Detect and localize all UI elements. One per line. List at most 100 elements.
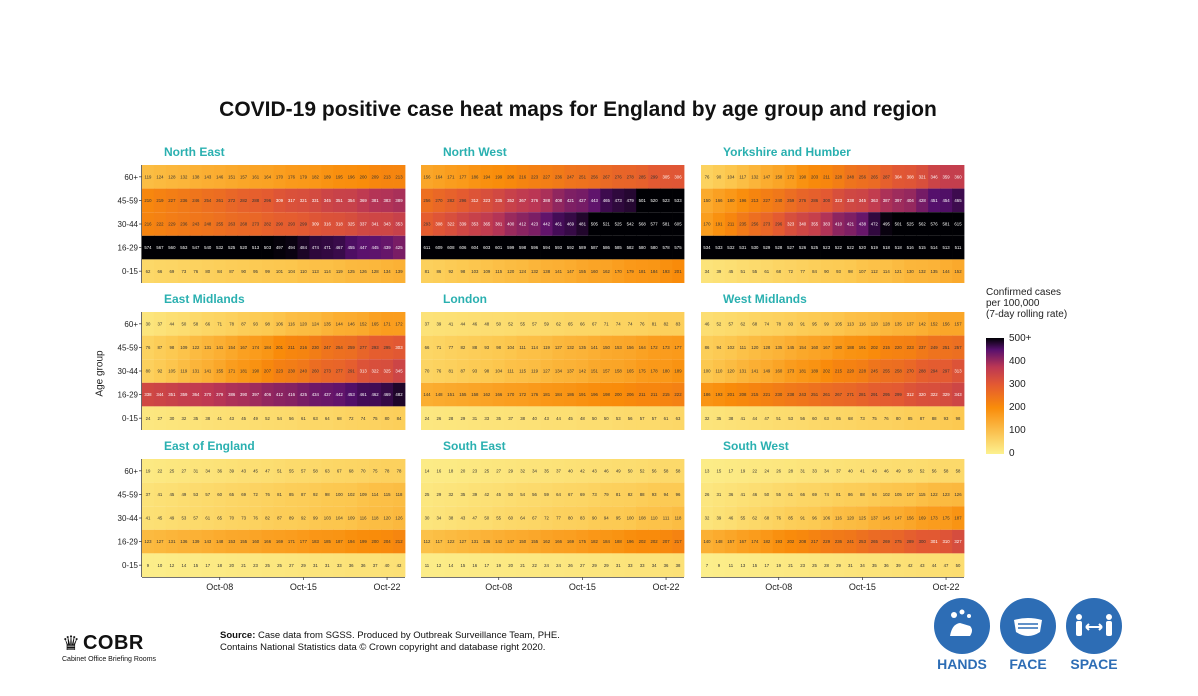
cell-value: 45 <box>496 492 501 497</box>
cell-value: 202 <box>871 345 879 350</box>
heatmap-cell <box>432 529 446 554</box>
cell-value: 42 <box>908 563 913 568</box>
cell-value: 50 <box>628 468 633 473</box>
heatmap-cell <box>165 312 179 336</box>
cell-value: 173 <box>931 516 939 521</box>
heatmap-cell <box>468 506 482 530</box>
heatmap-cell <box>636 406 649 430</box>
heatmap-cell <box>844 553 857 577</box>
cell-value: 104 <box>288 269 296 274</box>
cell-value: 158 <box>471 392 479 397</box>
cell-value: 322 <box>931 392 939 397</box>
cell-value: 68 <box>848 416 853 421</box>
heatmap-cell <box>249 188 262 213</box>
cell-value: 345 <box>395 369 403 374</box>
cell-value: 31 <box>717 492 722 497</box>
x-tick-label: Oct-15 <box>849 582 876 592</box>
heatmap-cell <box>904 259 917 283</box>
cell-value: 258 <box>895 369 903 374</box>
heatmap-cell <box>564 382 577 407</box>
heatmap-cell <box>285 406 298 430</box>
panel-title: North East <box>164 145 225 159</box>
heatmap-cell <box>177 553 191 577</box>
cell-value: 19 <box>496 563 501 568</box>
cell-value: 320 <box>919 392 927 397</box>
heatmap-cell <box>760 359 774 383</box>
heatmap-cell <box>309 382 322 407</box>
cell-value: 72 <box>349 416 354 421</box>
cell-value: 76 <box>253 516 258 521</box>
cell-value: 25 <box>169 468 174 473</box>
heatmap-cell <box>928 165 941 189</box>
cell-value: 11 <box>425 563 430 568</box>
cell-value: 22 <box>158 468 163 473</box>
heatmap-cell <box>201 482 215 507</box>
cell-value: 91 <box>800 516 805 521</box>
cell-value: 288 <box>919 369 927 374</box>
heatmap-cell <box>796 529 809 554</box>
cell-value: 17 <box>728 468 733 473</box>
cell-value: 202 <box>651 539 659 544</box>
cell-value: 87 <box>241 321 246 326</box>
cell-value: 194 <box>348 539 356 544</box>
heatmap-cell <box>588 312 601 336</box>
heatmap-cell <box>480 529 494 554</box>
heatmap-cell <box>660 529 673 554</box>
heatmap-cell <box>540 212 553 236</box>
heatmap-cell <box>564 459 577 483</box>
heatmap-cell <box>285 212 298 236</box>
heatmap-cell <box>772 359 786 383</box>
cell-value: 82 <box>664 321 669 326</box>
cell-value: 120 <box>300 321 308 326</box>
heatmap-cell <box>516 312 529 336</box>
cell-value: 245 <box>871 369 879 374</box>
heatmap-cell <box>636 335 649 360</box>
heatmap-cell <box>528 259 541 283</box>
cell-value: 421 <box>567 198 575 203</box>
cell-value: 145 <box>883 516 891 521</box>
cell-value: 196 <box>627 539 635 544</box>
cell-value: 92 <box>301 516 306 521</box>
cell-value: 51 <box>776 416 781 421</box>
heatmap-cell <box>784 359 798 383</box>
cell-value: 181 <box>799 369 807 374</box>
heatmap-cell <box>189 459 203 483</box>
cell-value: 88 <box>640 492 645 497</box>
cell-value: 116 <box>360 516 367 521</box>
heatmap-cell <box>492 553 506 577</box>
heatmap-cell <box>784 529 798 554</box>
cell-value: 93 <box>253 321 258 326</box>
cell-value: 611 <box>424 245 431 250</box>
cell-value: 243 <box>799 392 807 397</box>
cell-value: 119 <box>531 369 538 374</box>
heatmap-cell <box>480 312 494 336</box>
heatmap-cell <box>213 335 227 360</box>
heatmap-cell <box>588 165 601 189</box>
cell-value: 109 <box>180 345 188 350</box>
heatmap-cell <box>576 259 589 283</box>
heatmap-cell <box>333 506 346 530</box>
heatmap-cell <box>724 235 738 260</box>
heatmap-cell <box>736 259 750 283</box>
cell-value: 18 <box>448 468 453 473</box>
cell-value: 351 <box>336 198 344 203</box>
cell-value: 54 <box>277 416 282 421</box>
cell-value: 36 <box>217 468 222 473</box>
cell-value: 215 <box>662 392 670 397</box>
heatmap-cell <box>357 382 370 407</box>
cell-value: 164 <box>639 345 647 350</box>
cell-value: 24 <box>556 563 561 568</box>
heatmap-cell <box>516 459 529 483</box>
heatmap-cell <box>540 259 553 283</box>
cell-value: 25 <box>484 468 489 473</box>
heatmap-cell <box>468 406 482 430</box>
heatmap-cell <box>636 188 649 213</box>
heatmap-cell <box>456 529 470 554</box>
cell-value: 119 <box>180 369 187 374</box>
heatmap-cell <box>456 359 470 383</box>
heatmap-cell <box>237 312 250 336</box>
cell-value: 46 <box>472 321 477 326</box>
panel-title: South East <box>443 439 506 453</box>
cell-value: 128 <box>883 321 891 326</box>
heatmap-cell <box>444 235 458 260</box>
